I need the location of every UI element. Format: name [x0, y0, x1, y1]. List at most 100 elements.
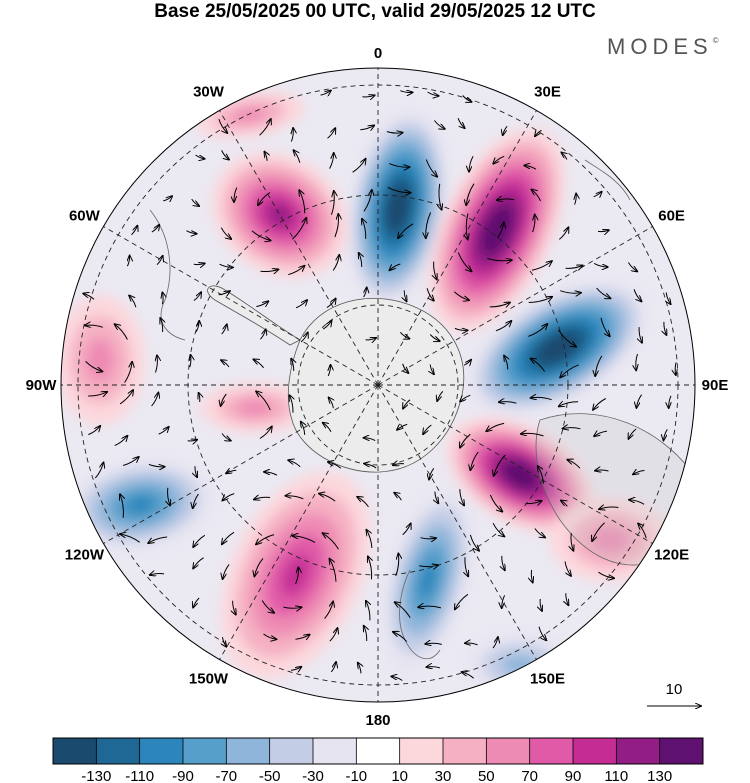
wind-arrow	[393, 632, 408, 642]
wind-arrow	[420, 538, 436, 539]
wind-arrow	[85, 361, 103, 371]
colorbar-tick-label: -10	[345, 768, 367, 783]
wind-arrow	[465, 643, 478, 645]
wind-arrow	[283, 607, 301, 608]
wind-arrow	[430, 364, 434, 375]
wind-arrow	[391, 676, 403, 681]
wind-arrow	[499, 402, 517, 404]
wind-arrow	[220, 227, 231, 239]
wind-arrow	[435, 491, 438, 504]
wind-arrow	[454, 328, 468, 330]
wind-arrow	[218, 118, 227, 133]
wind-arrow	[393, 464, 405, 466]
wind-arrow	[457, 252, 471, 272]
wind-arrow	[127, 256, 129, 267]
wind-arrow	[538, 466, 544, 484]
wind-arrow	[365, 338, 376, 340]
wind-arrow	[462, 95, 472, 102]
wind-arrow	[260, 269, 279, 271]
wind-arrow	[291, 359, 294, 371]
wind-arrow	[286, 496, 304, 500]
wind-arrow	[156, 355, 158, 373]
wind-arrow	[218, 291, 230, 295]
wind-arrow	[256, 391, 271, 411]
wind-arrow	[363, 288, 367, 298]
colorbar-tick-label: 90	[565, 768, 582, 783]
wind-arrow	[254, 359, 265, 369]
modes-logo-text: MODES	[607, 34, 713, 59]
wind-arrow	[538, 626, 546, 641]
colorbar-tick-label: 130	[647, 768, 672, 783]
wind-arrow	[163, 196, 172, 201]
wind-arrow	[455, 593, 469, 609]
wind-arrow	[434, 261, 437, 280]
wind-arrow	[260, 330, 265, 340]
colorbar-swatch	[53, 738, 97, 764]
wind-arrow	[390, 263, 401, 270]
wind-arrow	[222, 493, 235, 501]
wind-arrow	[292, 218, 306, 240]
wind-arrow	[425, 159, 437, 177]
wind-arrow	[386, 132, 403, 134]
colorbar-swatch	[226, 738, 270, 764]
wind-arrow	[190, 355, 191, 368]
wind-arrow	[557, 329, 576, 347]
wind-arrow	[469, 534, 479, 551]
wind-arrow	[195, 321, 199, 333]
colorbar-swatch	[659, 738, 703, 764]
wind-arrow	[195, 154, 205, 159]
wind-arrow	[564, 561, 571, 576]
wind-arrow	[320, 91, 331, 96]
colorbar-tick-label: 110	[604, 768, 628, 783]
wind-arrow	[532, 190, 541, 202]
copyright-mark: ©	[712, 36, 719, 45]
wind-arrow	[329, 153, 334, 169]
wind-arrow	[295, 635, 310, 640]
colorbar-frame	[52, 737, 704, 765]
wind-arrow	[521, 433, 544, 436]
wind-arrow	[221, 150, 229, 159]
wind-arrow	[592, 522, 605, 541]
colorbar-tick-label: 30	[435, 768, 452, 783]
wind-arrow	[494, 454, 506, 476]
anomaly-cell	[200, 383, 310, 433]
wind-arrow	[195, 466, 197, 477]
wind-arrow	[427, 91, 439, 96]
wind-arrow	[122, 457, 139, 466]
wind-arrow	[327, 128, 336, 139]
colorbar-tick-label: -50	[259, 768, 281, 783]
longitude-label: 90E	[702, 377, 729, 394]
wind-arrow	[331, 191, 335, 215]
wind-arrow	[524, 166, 537, 170]
anomaly-cell	[347, 109, 449, 307]
wind-arrow	[330, 662, 336, 673]
wind-vectors	[83, 91, 676, 681]
map-title: Base 25/05/2025 00 UTC, valid 29/05/2025…	[154, 1, 596, 22]
colorbar-swatch	[443, 738, 487, 764]
wind-arrow	[434, 120, 444, 129]
wind-arrow	[558, 227, 568, 240]
wind-arrow	[398, 223, 414, 238]
colorbar-swatch	[486, 738, 530, 764]
wind-arrow	[199, 393, 200, 403]
wind-arrow	[425, 643, 442, 644]
wind-arrow	[162, 293, 163, 305]
colorbar-swatch	[573, 738, 617, 764]
wind-arrow	[463, 360, 471, 365]
anomaly-cell	[467, 280, 649, 416]
wind-arrow	[497, 199, 515, 200]
wind-arrow	[633, 471, 645, 475]
wind-arrow	[429, 334, 440, 342]
wind-arrow	[366, 601, 370, 621]
wind-arrow	[566, 593, 569, 605]
colorbar-tick-label: 10	[391, 768, 408, 783]
wind-arrow	[561, 153, 567, 160]
wind-arrow	[329, 628, 338, 642]
wind-arrow	[403, 399, 411, 409]
wind-arrow	[466, 183, 475, 206]
wind-arrow	[404, 290, 406, 301]
wind-arrow	[400, 91, 412, 93]
anomaly-field	[61, 91, 670, 697]
colorbar-swatch	[96, 738, 140, 764]
